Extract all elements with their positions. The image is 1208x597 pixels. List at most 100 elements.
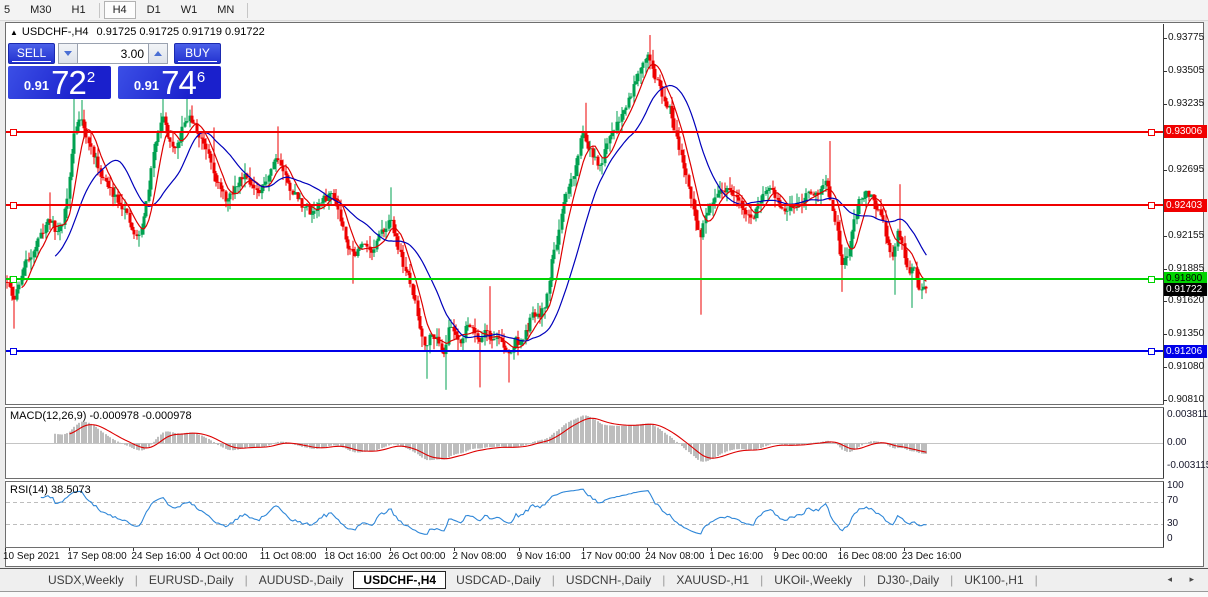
buy-price-display[interactable]: 0.91 74 6 bbox=[118, 66, 221, 99]
time-axis-label: 9 Nov 16:00 bbox=[516, 551, 571, 562]
one-click-trading-panel: SELL BUY 0.91 72 2 0.91 74 6 bbox=[8, 43, 221, 99]
chart-symbol-title: USDCHF-,H4 bbox=[21, 26, 89, 38]
triangle-up-icon bbox=[154, 51, 162, 56]
horizontal-line-0.92403[interactable] bbox=[6, 204, 1163, 207]
macd-indicator-canvas[interactable] bbox=[6, 408, 1163, 478]
macd-axis-label: 0.00 bbox=[1167, 437, 1187, 448]
price-axis-tick-label: 0.93505 bbox=[1168, 64, 1205, 76]
horizontal-line-handle[interactable] bbox=[1148, 202, 1155, 210]
time-axis-label: 17 Nov 00:00 bbox=[580, 551, 641, 562]
volume-decrease-button[interactable] bbox=[58, 43, 78, 64]
panel-collapse-arrow-icon[interactable]: ▲ bbox=[10, 28, 18, 37]
tab-separator: | bbox=[244, 573, 248, 587]
price-axis-tick-dash bbox=[1163, 169, 1167, 171]
main-macd-separator[interactable] bbox=[5, 404, 1164, 408]
price-axis-tick-dash bbox=[1163, 38, 1167, 40]
triangle-down-icon bbox=[64, 51, 72, 56]
rsi-axis-label: 70 bbox=[1167, 495, 1179, 506]
time-axis-label: 23 Dec 16:00 bbox=[901, 551, 962, 562]
horizontal-line-handle[interactable] bbox=[1148, 348, 1155, 356]
rsi-indicator-canvas[interactable] bbox=[6, 482, 1163, 547]
tab-usdcad-daily[interactable]: USDCAD-,Daily bbox=[456, 573, 541, 587]
sell-price-big-digits: 72 bbox=[51, 66, 87, 99]
time-axis-tick bbox=[5, 548, 6, 551]
timeframe-button-w1[interactable]: W1 bbox=[180, 4, 198, 16]
tab-separator: | bbox=[662, 573, 666, 587]
horizontal-line-handle[interactable] bbox=[10, 202, 17, 210]
time-axis-tick bbox=[647, 548, 648, 551]
tab-usdx-weekly[interactable]: USDX,Weekly bbox=[48, 573, 124, 587]
timeframe-button-h4[interactable]: H4 bbox=[103, 1, 136, 19]
tab-audusd-daily[interactable]: AUDUSD-,Daily bbox=[258, 573, 344, 587]
time-axis-tick bbox=[454, 548, 456, 551]
buy-button[interactable]: BUY bbox=[174, 43, 221, 64]
time-axis-label: 24 Sep 16:00 bbox=[131, 551, 191, 562]
tab-dj30-daily[interactable]: DJ30-,Daily bbox=[877, 573, 940, 587]
tab-separator: | bbox=[134, 573, 138, 587]
chart-ohlc-values: 0.91725 0.91725 0.91719 0.91722 bbox=[96, 26, 265, 38]
price-axis-badge-0.91722: 0.91722 bbox=[1164, 282, 1207, 296]
tab-uk100-h1[interactable]: UK100-,H1 bbox=[964, 573, 1024, 587]
tab-separator: | bbox=[862, 573, 867, 587]
price-axis-tick-dash bbox=[1163, 366, 1167, 368]
tab-ukoil-weekly[interactable]: UKOil-,Weekly bbox=[774, 573, 852, 587]
rsi-bottom-border bbox=[5, 547, 1164, 548]
macd-rsi-separator[interactable] bbox=[5, 478, 1164, 482]
tab-separator: | bbox=[760, 573, 764, 587]
timeframe-button-h1[interactable]: H1 bbox=[71, 4, 86, 16]
timeframe-toolbar: 5 M30 H1 H4 D1 W1 MN bbox=[0, 0, 1208, 21]
chart-title-row: ▲ USDCHF-,H4 0.91725 0.91725 0.91719 0.917… bbox=[10, 26, 265, 38]
horizontal-line-handle[interactable] bbox=[1148, 275, 1155, 283]
horizontal-line-handle[interactable] bbox=[10, 275, 17, 283]
price-axis-tick-dash bbox=[1163, 103, 1167, 105]
sell-price-display[interactable]: 0.91 72 2 bbox=[8, 66, 111, 99]
price-axis-border bbox=[1163, 24, 1164, 548]
horizontal-line-handle[interactable] bbox=[1148, 128, 1155, 136]
time-axis-label: 16 Dec 08:00 bbox=[837, 551, 898, 562]
rsi-label: RSI(14) 38.5073 bbox=[10, 484, 91, 496]
volume-input[interactable] bbox=[78, 43, 148, 64]
time-axis-label: 17 Sep 08:00 bbox=[67, 551, 127, 562]
horizontal-line-handle[interactable] bbox=[10, 348, 17, 356]
price-axis-tick-dash bbox=[1163, 300, 1167, 302]
tab-scroll-right-icon[interactable]: ▸ bbox=[1189, 574, 1194, 584]
horizontal-line-0.93006[interactable] bbox=[6, 130, 1163, 133]
time-axis-tick bbox=[69, 548, 71, 551]
timeframe-button-m30[interactable]: M30 bbox=[30, 4, 52, 16]
horizontal-line-0.918[interactable] bbox=[6, 277, 1163, 280]
tab-xauusd-h1[interactable]: XAUUSD-,H1 bbox=[676, 573, 750, 587]
volume-spinner bbox=[58, 43, 168, 64]
time-axis-tick bbox=[261, 548, 263, 551]
timeframe-button-mn[interactable]: MN bbox=[217, 4, 235, 16]
tab-scroll-left-icon[interactable]: ◂ bbox=[1167, 574, 1172, 584]
price-axis-badge-0.91206: 0.91206 bbox=[1164, 344, 1207, 358]
time-axis-tick bbox=[518, 548, 520, 551]
buy-price-prefix: 0.91 bbox=[133, 78, 160, 93]
horizontal-line-0.91206[interactable] bbox=[6, 350, 1163, 353]
price-axis-tick-dash bbox=[1163, 235, 1167, 237]
time-axis-tick bbox=[133, 548, 135, 551]
price-axis-badge-0.93006: 0.93006 bbox=[1164, 125, 1207, 139]
sell-price-pip-digit: 2 bbox=[86, 69, 96, 86]
tab-eurusd-daily[interactable]: EURUSD-,Daily bbox=[148, 573, 234, 587]
horizontal-line-handle[interactable] bbox=[10, 128, 17, 136]
tab-usdcnh-daily[interactable]: USDCNH-,Daily bbox=[565, 573, 652, 587]
time-axis-tick bbox=[839, 548, 841, 551]
timeframe-button-m5[interactable]: 5 bbox=[4, 4, 11, 16]
sell-button[interactable]: SELL bbox=[8, 43, 55, 64]
price-axis-tick-label: 0.91350 bbox=[1168, 327, 1205, 339]
toolbar-separator bbox=[98, 2, 100, 18]
buy-price-pip-digit: 6 bbox=[196, 69, 206, 86]
rsi-axis-label: 0 bbox=[1167, 533, 1173, 544]
time-axis-label: 24 Nov 08:00 bbox=[645, 551, 705, 562]
time-axis-tick bbox=[775, 548, 777, 551]
price-axis-tick-label: 0.91620 bbox=[1168, 294, 1205, 306]
rsi-axis-label: 30 bbox=[1167, 518, 1179, 529]
timeframe-button-d1[interactable]: D1 bbox=[146, 4, 161, 16]
tab-usdchf-h4[interactable]: USDCHF-,H4 bbox=[353, 571, 447, 589]
buy-price-big-digits: 74 bbox=[161, 66, 197, 99]
sell-price-prefix: 0.91 bbox=[23, 78, 50, 93]
price-axis-tick-label: 0.91080 bbox=[1168, 360, 1205, 372]
volume-increase-button[interactable] bbox=[148, 43, 168, 64]
price-axis-tick-label: 0.90810 bbox=[1168, 393, 1205, 405]
